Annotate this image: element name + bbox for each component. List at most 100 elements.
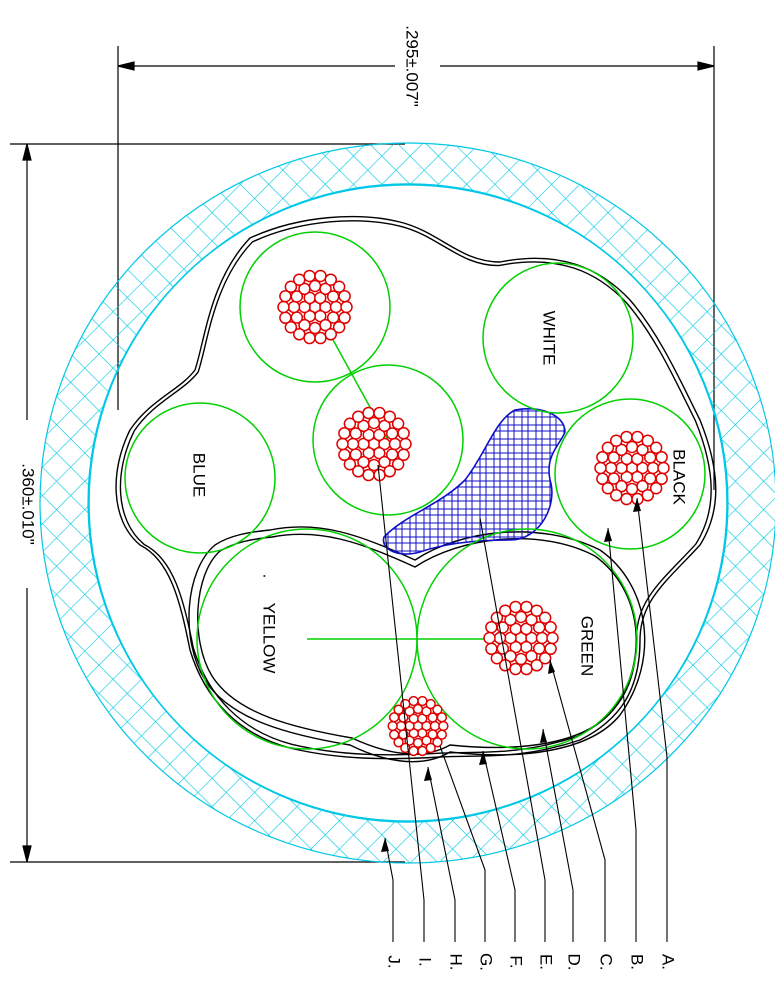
strand [367, 416, 381, 430]
strand [610, 489, 623, 502]
strand-bundle [594, 430, 670, 506]
conductor-drain-b [312, 364, 464, 516]
strand [362, 406, 375, 420]
label-black: BLACK [670, 449, 689, 505]
strand [393, 704, 404, 715]
strand [604, 461, 618, 475]
label-white: WHITE [540, 311, 559, 366]
strand [646, 461, 660, 475]
strand [387, 720, 398, 732]
height-dimension [10, 143, 405, 863]
strand [383, 410, 396, 423]
strand [525, 613, 538, 627]
label-dot: . [260, 574, 279, 579]
strand [383, 465, 396, 478]
strand [509, 662, 522, 676]
strand [279, 289, 292, 303]
strand [326, 290, 340, 303]
strand-bundle [277, 269, 353, 345]
strand [631, 452, 644, 466]
callout-f: F. [507, 955, 526, 968]
strand-bundle [483, 600, 559, 676]
strand [391, 457, 405, 471]
callout-g: G. [477, 953, 496, 971]
strand [514, 610, 528, 624]
callout-c: C. [597, 954, 616, 971]
callout-h: H. [447, 954, 466, 971]
strand [352, 465, 365, 478]
strand [303, 309, 316, 323]
strand [336, 437, 349, 451]
strand [535, 631, 549, 645]
strand [388, 437, 402, 451]
label-blue: BLUE [190, 453, 209, 497]
strand [324, 273, 337, 286]
strand [362, 446, 375, 460]
strand [520, 622, 533, 636]
strand [385, 427, 399, 440]
strand [499, 604, 512, 617]
strand [352, 410, 365, 423]
strand [284, 320, 298, 334]
strand [620, 492, 633, 506]
strand [338, 311, 351, 325]
strand [343, 417, 357, 431]
strand [615, 479, 628, 493]
callout-j: J. [385, 955, 404, 968]
strand [279, 311, 292, 325]
strand-bundle [387, 695, 449, 757]
strand [338, 426, 351, 440]
conductor-drain-a [239, 231, 391, 383]
strand [520, 600, 533, 614]
strand [641, 434, 654, 447]
strand [485, 642, 498, 656]
strand [298, 318, 311, 332]
strand [631, 430, 644, 444]
strand [319, 282, 332, 296]
strand [373, 428, 386, 442]
width-dimension-label: .295±.007" [403, 25, 422, 107]
conductor-white [482, 262, 634, 414]
strand [338, 289, 351, 303]
strand [620, 470, 633, 484]
callout-i: I. [416, 957, 435, 966]
strand [490, 651, 504, 665]
strand [485, 620, 498, 634]
strand [493, 631, 507, 645]
strand [367, 458, 381, 472]
strand [532, 621, 546, 634]
strand [338, 448, 351, 462]
strand [546, 631, 559, 645]
strand [388, 729, 400, 740]
strand [538, 611, 552, 625]
strand [509, 640, 522, 654]
strand [303, 331, 316, 345]
strand [308, 279, 322, 293]
strand [596, 450, 609, 464]
strand [649, 481, 663, 495]
strand [625, 482, 639, 496]
strand [332, 320, 346, 334]
strand [314, 331, 327, 345]
strand [293, 328, 306, 341]
strand [655, 450, 668, 464]
strand [625, 440, 639, 454]
strand [544, 642, 557, 656]
strand [436, 712, 448, 723]
strand [620, 430, 633, 444]
label-green: GREEN [578, 616, 597, 676]
strand [636, 443, 649, 457]
label-yellow: YELLOW [260, 603, 279, 674]
strand [277, 300, 290, 314]
strand [373, 406, 386, 420]
strand [655, 472, 668, 486]
strand [641, 489, 654, 502]
strand [397, 426, 410, 440]
strand [308, 321, 322, 335]
strand [332, 280, 346, 294]
strand [324, 328, 337, 341]
strand [399, 437, 412, 451]
strand [544, 620, 557, 634]
